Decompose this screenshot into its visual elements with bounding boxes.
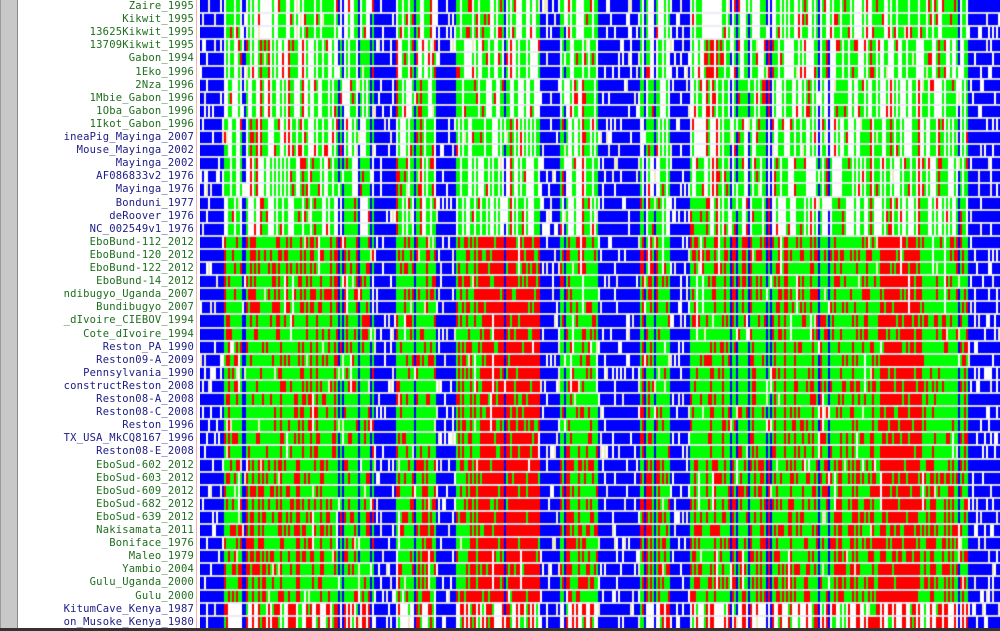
- sequence-label[interactable]: Reston08-E_2008: [96, 445, 194, 458]
- sequence-label[interactable]: 1Ikot_Gabon_1996: [89, 117, 194, 130]
- sequence-label[interactable]: Kikwit_1995: [122, 13, 194, 26]
- sequence-label[interactable]: Bundibugyo_2007: [96, 301, 194, 314]
- sequence-label[interactable]: _dIvoire_CIEBOV_1994: [63, 314, 194, 327]
- sequence-label[interactable]: Mouse_Mayinga_2002: [76, 144, 194, 157]
- sequence-label[interactable]: NC_002549v1_1976: [89, 222, 194, 235]
- sequence-label[interactable]: on_Musoke_Kenya_1980: [63, 615, 194, 628]
- sequence-label[interactable]: EboBund-122_2012: [89, 262, 194, 274]
- sequence-label[interactable]: Mayinga_2002: [115, 157, 194, 170]
- sequence-label[interactable]: Pennsylvania_1990: [83, 366, 194, 379]
- sequence-label[interactable]: Gulu_2000: [135, 589, 194, 602]
- sequence-label[interactable]: Yambio_2004: [122, 563, 194, 576]
- sequence-label[interactable]: AF086833v2_1976: [96, 170, 194, 183]
- sequence-label[interactable]: EboSud-609_2012: [96, 484, 194, 497]
- sequence-label[interactable]: EboSud-603_2012: [96, 471, 194, 484]
- sequence-label[interactable]: 1Oba_Gabon_1996: [96, 104, 194, 117]
- sequence-label[interactable]: 1Eko_1996: [135, 65, 194, 78]
- sequence-label[interactable]: Reston08-C_2008: [96, 406, 194, 419]
- sequence-label[interactable]: EboBund-14_2012: [96, 275, 194, 288]
- sequence-label[interactable]: ineaPig_Mayinga_2007: [63, 131, 194, 143]
- sequence-label[interactable]: Maleo_1979: [128, 550, 194, 563]
- sequence-label[interactable]: Gulu_Uganda_2000: [89, 576, 194, 589]
- sequence-label[interactable]: Gabon_1994: [128, 52, 194, 65]
- sequence-label[interactable]: Zaire_1995: [128, 0, 194, 12]
- sequence-label[interactable]: Reston08-A_2008: [96, 393, 194, 405]
- bottom-border: [0, 628, 1000, 631]
- sequence-label[interactable]: EboSud-682_2012: [96, 497, 194, 510]
- sequence-label[interactable]: EboBund-112_2012: [89, 235, 194, 248]
- sequence-id-panel: Zaire_1995 Kikwit_1995 13625Kikwit_1995 137…: [18, 0, 197, 628]
- sequence-label[interactable]: EboBund-120_2012: [89, 248, 194, 261]
- sequence-label[interactable]: EboSud-639_2012: [96, 510, 194, 523]
- sequence-label[interactable]: Reston_1996: [122, 419, 194, 432]
- sequence-label[interactable]: ndibugyo_Uganda_2007: [63, 288, 194, 301]
- sequence-label[interactable]: Bonduni_1977: [115, 196, 194, 209]
- sequence-label[interactable]: TX_USA_MkCQ8167_1996: [63, 432, 194, 445]
- sequence-label[interactable]: Boniface_1976: [109, 537, 194, 550]
- sequence-label[interactable]: deRoover_1976: [109, 209, 194, 222]
- sequence-label[interactable]: Mayinga_1976: [115, 183, 194, 196]
- sequence-label[interactable]: Cote_dIvoire_1994: [83, 327, 194, 340]
- sequence-label[interactable]: Reston09-A_2009: [96, 353, 194, 366]
- sequence-label[interactable]: 1Mbie_Gabon_1996: [89, 91, 194, 104]
- sequence-label[interactable]: Reston_PA_1990: [102, 340, 194, 353]
- left-gutter: [0, 0, 18, 628]
- sequence-label[interactable]: 13709Kikwit_1995: [89, 39, 194, 52]
- sequence-label[interactable]: 13625Kikwit_1995: [89, 26, 194, 39]
- sequence-label[interactable]: EboSud-602_2012: [96, 458, 194, 471]
- sequence-label[interactable]: 2Nza_1996: [135, 78, 194, 91]
- sequence-label[interactable]: Nakisamata_2011: [96, 524, 194, 536]
- sequence-label[interactable]: constructReston_2008: [63, 379, 194, 392]
- sequence-label[interactable]: KitumCave_Kenya_1987: [63, 602, 194, 615]
- alignment-overview[interactable]: [200, 0, 1000, 628]
